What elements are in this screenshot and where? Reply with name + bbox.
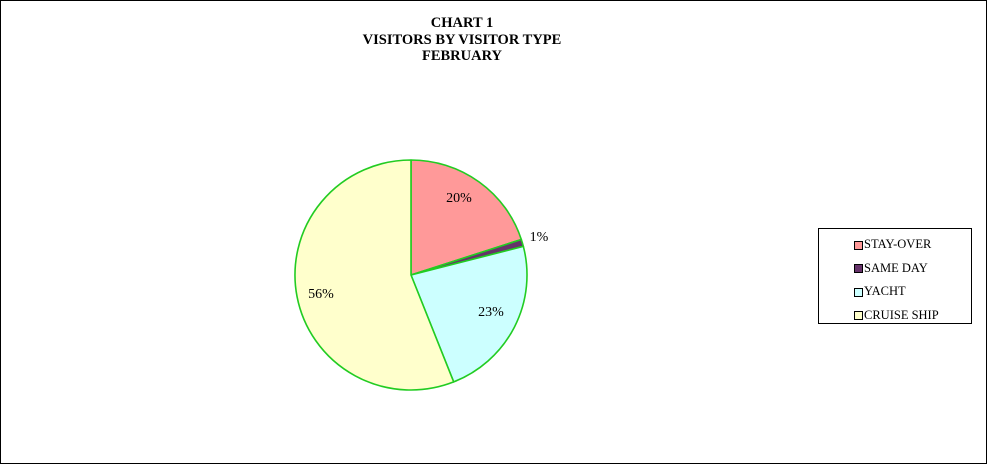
- legend-item-yacht: YACHT: [819, 280, 971, 304]
- chart-title-block: CHART 1 VISITORS BY VISITOR TYPE FEBRUAR…: [262, 15, 662, 65]
- chart-period: FEBRUARY: [421, 48, 503, 64]
- chart-title: CHART 1: [430, 15, 494, 31]
- data-label-same-day: 1%: [530, 230, 549, 245]
- legend-swatch-yacht: [854, 287, 863, 297]
- legend-label: YACHT: [864, 284, 906, 299]
- data-label-cruise-ship: 56%: [308, 287, 334, 302]
- data-label-yacht: 23%: [478, 305, 504, 320]
- pie-slice-stay-over: [410, 159, 523, 276]
- pie-slice-yacht: [410, 245, 528, 383]
- legend-item-stay-over: STAY-OVER: [819, 233, 971, 257]
- legend-swatch-stay-over: [854, 240, 863, 250]
- legend-label: CRUISE SHIP: [864, 307, 939, 322]
- legend-item-same-day: SAME DAY: [819, 257, 971, 281]
- legend-swatch-same-day: [854, 264, 863, 274]
- pie-slice-cruise-ship: [294, 159, 455, 391]
- chart-legend: STAY-OVER SAME DAY YACHT CRUISE SHIP: [818, 228, 972, 324]
- legend-label: SAME DAY: [864, 260, 928, 275]
- legend-swatch-cruise-ship: [854, 311, 863, 321]
- legend-label: STAY-OVER: [864, 237, 932, 252]
- legend-item-cruise-ship: CRUISE SHIP: [819, 304, 971, 328]
- pie-slices: [294, 159, 528, 391]
- chart-subtitle: VISITORS BY VISITOR TYPE: [362, 31, 562, 48]
- data-label-stay-over: 20%: [446, 191, 472, 206]
- pie-data-labels: 20% 1% 23% 56%: [308, 191, 549, 320]
